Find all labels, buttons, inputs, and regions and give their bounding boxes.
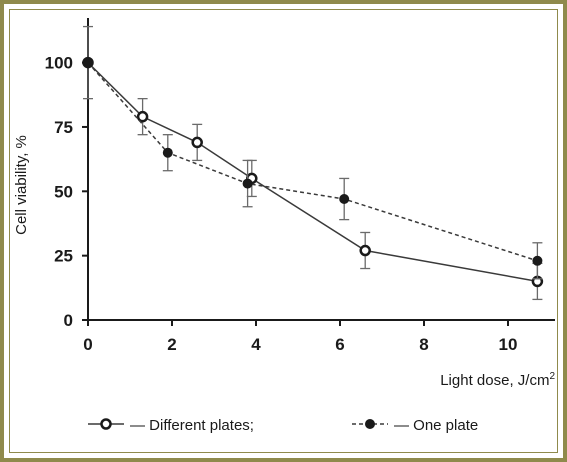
x-tick-label: 0 <box>83 335 92 354</box>
series-1 <box>83 57 543 280</box>
y-tick-label: 100 <box>45 54 73 73</box>
x-axis-title: Light dose, J/cm2 <box>440 371 555 389</box>
x-tick-label: 6 <box>335 335 344 354</box>
x-tick-label: 8 <box>419 335 428 354</box>
legend-item-different-plates: — Different plates; <box>88 417 254 434</box>
y-tick-label: 75 <box>54 118 73 137</box>
x-tick-label: 4 <box>251 335 261 354</box>
data-point <box>359 244 371 257</box>
legend-label-different-plates: — Different plates; <box>130 417 254 434</box>
data-point <box>83 57 93 68</box>
series-layer <box>82 25 544 301</box>
y-tick-label: 50 <box>54 182 73 201</box>
series-line-0 <box>87 62 538 283</box>
x-tick-label: 2 <box>167 335 176 354</box>
axes <box>87 18 555 321</box>
legend-item-one-plate: — One plate <box>352 417 478 434</box>
y-tick-label: 0 <box>64 311 73 330</box>
y-tick-label: 25 <box>54 247 73 266</box>
legend: — Different plates; — One plate <box>88 417 478 434</box>
legend-marker-filled-circle <box>365 419 375 429</box>
data-point <box>162 147 173 158</box>
legend-marker-open-circle <box>100 418 112 430</box>
series-line-1 <box>87 62 538 262</box>
data-point <box>339 194 350 205</box>
data-point <box>532 255 543 266</box>
chart-frame-inner <box>9 9 558 453</box>
data-point <box>242 178 253 189</box>
y-axis-title: Cell viability, % <box>13 135 30 235</box>
x-tick-label: 10 <box>499 335 518 354</box>
legend-label-one-plate: — One plate <box>394 417 478 434</box>
data-point <box>136 110 149 123</box>
series-0 <box>82 25 544 301</box>
data-point <box>191 136 203 149</box>
